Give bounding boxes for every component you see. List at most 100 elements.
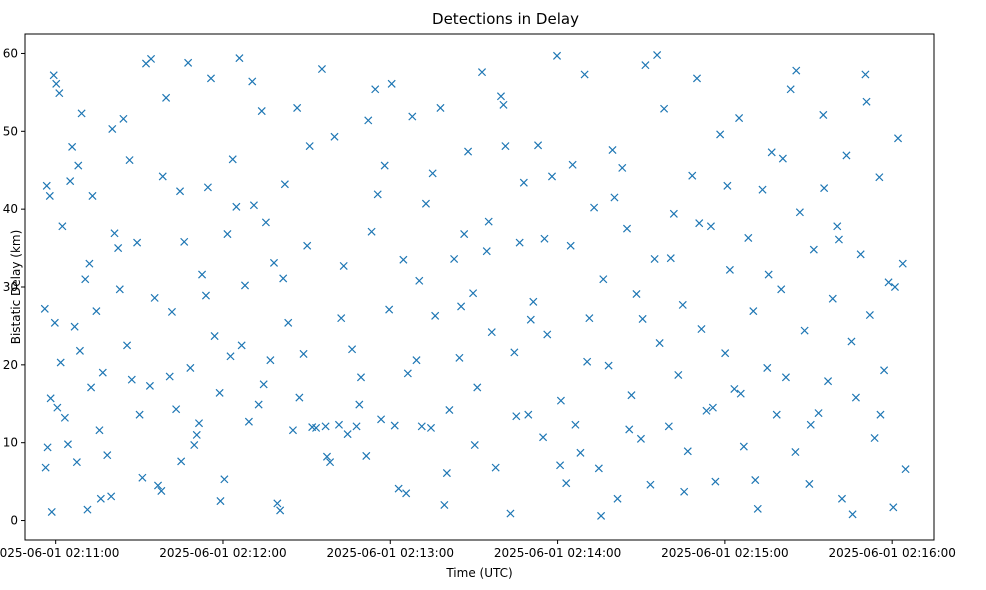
data-point <box>487 328 496 337</box>
data-point <box>88 191 97 200</box>
data-point <box>625 425 634 434</box>
data-point <box>356 373 366 382</box>
data-point <box>655 339 664 348</box>
data-point <box>636 434 645 443</box>
data-point <box>721 349 730 358</box>
data-point <box>660 104 669 113</box>
data-point <box>744 233 753 242</box>
data-point <box>576 448 585 457</box>
data-point <box>708 403 717 412</box>
data-point <box>901 465 910 474</box>
data-point <box>847 337 856 346</box>
data-point <box>362 451 371 460</box>
y-tick-label: 10 <box>3 436 18 450</box>
data-point <box>157 486 166 495</box>
data-point <box>638 314 647 323</box>
data-point <box>77 109 86 118</box>
data-point <box>339 261 348 271</box>
data-point <box>56 358 65 367</box>
data-point <box>254 400 263 409</box>
data-point <box>223 230 232 239</box>
data-point <box>46 394 55 403</box>
data-point <box>890 282 899 292</box>
data-point <box>98 368 107 377</box>
data-point <box>60 413 69 422</box>
data-point <box>622 224 632 233</box>
plot-area <box>24 33 935 541</box>
data-point <box>669 209 678 218</box>
data-point <box>125 156 134 165</box>
data-point <box>814 409 823 418</box>
data-point <box>426 423 436 432</box>
data-point <box>529 297 538 306</box>
data-point <box>259 380 268 389</box>
data-point <box>43 443 52 452</box>
data-point <box>767 148 776 157</box>
data-point <box>512 412 521 421</box>
data-point <box>445 405 454 415</box>
data-point <box>165 372 174 381</box>
data-point <box>210 332 219 341</box>
data-point <box>778 154 787 163</box>
data-point <box>114 244 123 253</box>
data-point <box>552 51 562 60</box>
data-point <box>482 247 491 256</box>
data-point <box>279 274 288 283</box>
data-point <box>399 255 408 264</box>
data-point <box>484 217 493 226</box>
data-point <box>608 145 617 155</box>
data-point <box>53 403 62 412</box>
data-point <box>220 475 229 484</box>
data-point <box>321 422 330 431</box>
data-point <box>457 302 466 311</box>
data-point <box>540 234 549 243</box>
data-point <box>72 458 81 467</box>
data-point <box>145 381 154 390</box>
data-point <box>501 142 510 151</box>
data-point <box>206 74 216 83</box>
x-tick-label: 2025-06-01 02:14:00 <box>494 546 621 560</box>
chart-title: Detections in Delay <box>432 10 579 28</box>
data-point <box>674 370 683 379</box>
data-point <box>763 363 772 372</box>
data-point <box>795 208 804 217</box>
data-point <box>45 191 54 200</box>
data-point <box>317 65 326 74</box>
data-point <box>851 393 860 402</box>
data-point <box>556 396 565 405</box>
data-point <box>74 161 83 170</box>
data-point <box>203 183 212 192</box>
data-point <box>594 464 603 473</box>
data-point <box>237 341 246 350</box>
data-point <box>571 420 580 429</box>
data-point <box>470 441 479 450</box>
x-tick-label: 2025-06-01 02:16:00 <box>828 546 955 560</box>
data-point <box>599 275 608 284</box>
data-point <box>273 499 282 508</box>
data-point <box>150 293 159 302</box>
data-point <box>322 452 332 461</box>
data-point <box>510 348 519 357</box>
data-point <box>848 510 857 519</box>
data-point <box>176 187 185 196</box>
data-point <box>387 79 396 88</box>
data-point <box>337 314 346 323</box>
data-point <box>186 363 195 372</box>
data-point <box>875 173 884 182</box>
y-axis-label: Bistatic Delay (km) <box>9 230 23 345</box>
data-point <box>723 181 732 190</box>
data-point <box>764 270 773 279</box>
data-point <box>266 356 275 365</box>
data-point <box>249 201 258 210</box>
data-point <box>108 124 117 133</box>
data-point <box>295 393 304 402</box>
data-point <box>47 507 56 516</box>
data-point <box>415 276 424 285</box>
data-point <box>534 141 543 150</box>
data-point <box>257 107 266 116</box>
data-point <box>692 74 702 83</box>
data-point <box>758 185 767 194</box>
data-point <box>464 147 473 156</box>
data-point <box>303 241 312 250</box>
data-point <box>473 383 482 392</box>
